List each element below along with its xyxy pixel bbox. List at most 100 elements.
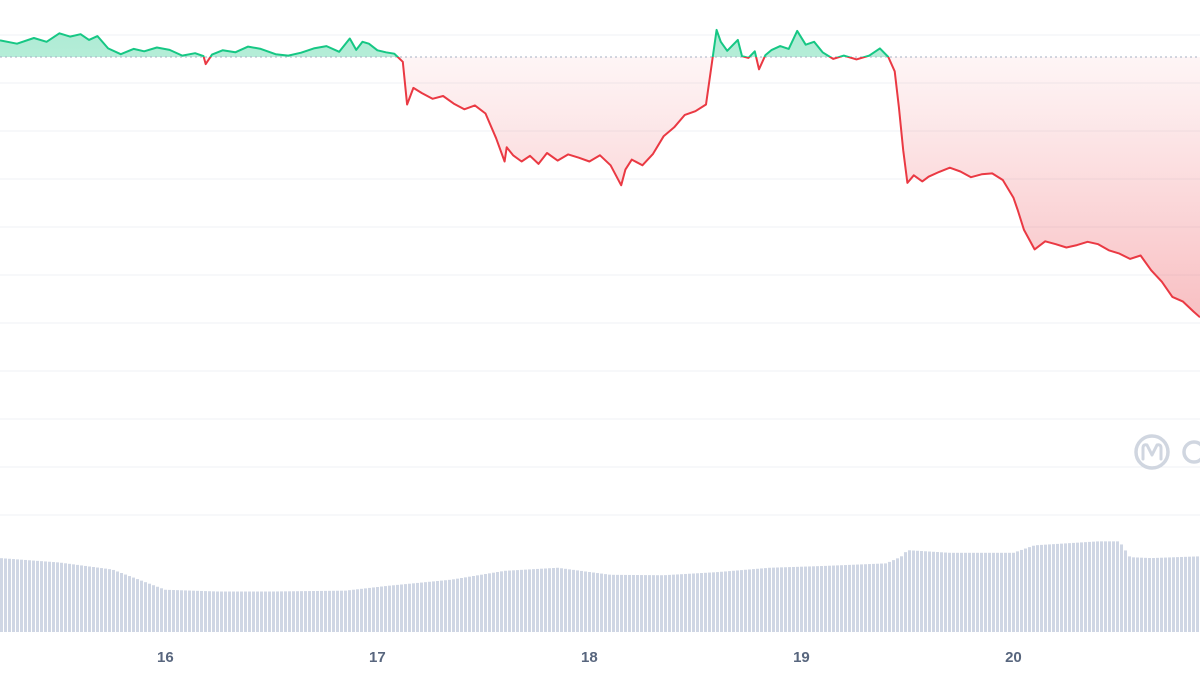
volume-bar: [160, 588, 163, 632]
volume-bar: [264, 591, 267, 632]
volume-bar: [560, 568, 563, 632]
volume-bar: [884, 563, 887, 632]
volume-bar: [16, 559, 19, 632]
grid-lines: [0, 34, 1200, 516]
volume-bar: [528, 569, 531, 632]
volume-bar: [864, 564, 867, 632]
volume-bar: [152, 585, 155, 632]
volume-bar: [1024, 548, 1027, 632]
volume-bar: [616, 574, 619, 632]
volume-bar: [656, 575, 659, 632]
volume-bar: [992, 552, 995, 632]
volume-bar: [100, 568, 103, 632]
volume-bar: [376, 586, 379, 632]
volume-bar: [296, 591, 299, 632]
volume-bar: [448, 579, 451, 632]
volume-bar: [788, 567, 791, 632]
volume-bar: [1172, 557, 1175, 632]
volume-bar: [1116, 541, 1119, 632]
volume-bar: [524, 569, 527, 632]
volume-bar: [380, 586, 383, 632]
volume-bar: [956, 552, 959, 632]
volume-bar: [912, 550, 915, 632]
volume-bar: [192, 590, 195, 632]
volume-bar: [252, 591, 255, 632]
volume-bar: [636, 575, 639, 632]
volume-bar: [1008, 552, 1011, 632]
volume-bar: [1132, 557, 1135, 632]
volume-bar: [420, 582, 423, 632]
volume-bar: [84, 565, 87, 632]
volume-bar: [96, 567, 99, 632]
volume-bar: [128, 576, 131, 632]
volume-bar: [496, 572, 499, 632]
volume-bar: [836, 565, 839, 632]
volume-bar: [248, 591, 251, 632]
volume-bar: [1128, 556, 1131, 632]
volume-bar: [1060, 543, 1063, 632]
volume-bar: [600, 573, 603, 632]
volume-bar: [704, 572, 707, 632]
volume-bar: [620, 574, 623, 632]
volume-bar: [980, 552, 983, 632]
volume-bar: [712, 572, 715, 632]
volume-bar: [772, 567, 775, 632]
volume-bar: [812, 566, 815, 632]
volume-bar: [740, 570, 743, 632]
volume-bar: [624, 574, 627, 632]
volume-bar: [808, 566, 811, 632]
volume-bar: [92, 567, 95, 632]
price-line-down: [202, 57, 1200, 319]
volume-bar: [1196, 556, 1199, 632]
volume-bar: [476, 575, 479, 632]
volume-bar: [12, 559, 15, 632]
volume-bar: [56, 562, 59, 632]
volume-bar: [1136, 557, 1139, 632]
volume-bar: [1156, 557, 1159, 632]
volume-bar: [332, 590, 335, 632]
volume-bar: [60, 562, 63, 632]
volume-bar: [1020, 549, 1023, 632]
volume-bar: [480, 574, 483, 632]
volume-bar: [200, 590, 203, 632]
volume-bar: [400, 584, 403, 632]
volume-bar: [312, 591, 315, 632]
x-tick-label: 18: [581, 649, 598, 666]
volume-bar: [320, 590, 323, 632]
volume-bar: [948, 552, 951, 632]
volume-bar: [976, 552, 979, 632]
volume-bar: [384, 586, 387, 632]
volume-bar: [520, 569, 523, 632]
volume-bar: [424, 582, 427, 632]
volume-bar: [24, 559, 27, 632]
volume-bar: [580, 570, 583, 632]
volume-bar: [204, 591, 207, 632]
volume-bar: [1112, 541, 1115, 632]
volume-bar: [944, 552, 947, 632]
volume-bar: [824, 565, 827, 632]
volume-bar: [492, 572, 495, 632]
volume-bar: [88, 566, 91, 632]
volume-bar: [180, 590, 183, 632]
volume-bar: [216, 591, 219, 632]
x-tick-label: 19: [793, 649, 810, 666]
volume-bar: [892, 560, 895, 632]
volume-bar: [544, 568, 547, 632]
volume-bar: [768, 567, 771, 632]
volume-bar: [304, 591, 307, 632]
volume-bar: [860, 564, 863, 632]
volume-bar: [1084, 542, 1087, 632]
volume-bar: [276, 591, 279, 632]
volume-bar: [684, 573, 687, 632]
volume-bar: [1188, 556, 1191, 632]
volume-bar: [660, 575, 663, 632]
volume-bar: [644, 575, 647, 632]
volume-bar: [220, 591, 223, 632]
volume-bar: [908, 550, 911, 632]
volume-bar: [792, 566, 795, 632]
volume-bar: [136, 579, 139, 632]
volume-bar: [176, 590, 179, 632]
volume-bar: [744, 569, 747, 632]
volume-bar: [680, 574, 683, 632]
volume-bar: [868, 564, 871, 632]
